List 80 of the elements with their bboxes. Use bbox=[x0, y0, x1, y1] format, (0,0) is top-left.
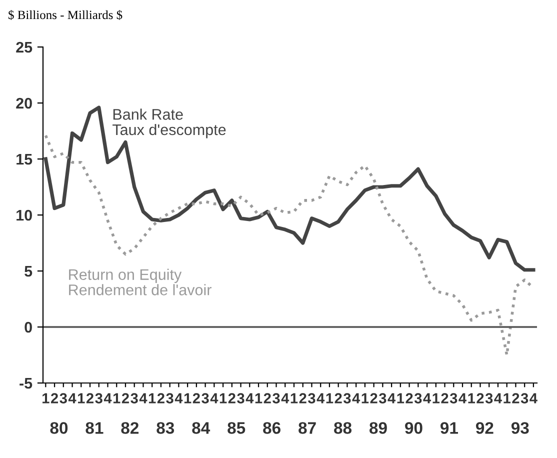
x-tick-label: 1 bbox=[397, 393, 404, 404]
x-tick-label: 1 bbox=[220, 393, 227, 404]
x-tick-label: 2 bbox=[264, 393, 271, 404]
text: 85 bbox=[228, 422, 246, 434]
x-tick-label: 1 bbox=[432, 393, 440, 404]
text: 91 bbox=[440, 422, 458, 434]
x-tick-label: 3 bbox=[237, 393, 244, 404]
x-tick-label: 1 bbox=[504, 393, 510, 404]
x-tick-label: 4 bbox=[494, 393, 502, 404]
x-tick-label: 2 bbox=[157, 393, 164, 404]
y-tick-label: 20 bbox=[16, 98, 32, 109]
x-tick-label: 3 bbox=[520, 393, 528, 404]
x-tick-label: 3 bbox=[166, 393, 174, 404]
x-tick-label: 1 bbox=[148, 393, 156, 404]
chart-title: $ Billions - Milliards $ bbox=[8, 10, 122, 20]
text: 86 bbox=[263, 422, 280, 434]
text: 81 bbox=[86, 422, 104, 434]
x-tick-label: 1 bbox=[42, 393, 50, 404]
x-tick-label: 2 bbox=[406, 393, 413, 404]
x-tick-label: 3 bbox=[450, 393, 458, 404]
x-tick-label: 2 bbox=[122, 393, 129, 404]
x-tick-label: 4 bbox=[174, 393, 183, 404]
x-tick-label: 2 bbox=[228, 393, 236, 404]
x-tick-label: 2 bbox=[299, 393, 306, 404]
text: 84 bbox=[192, 422, 210, 434]
y-tick-label: 25 bbox=[16, 42, 32, 53]
series-label: Bank Rate Taux d'escompte bbox=[112, 108, 226, 138]
x-tick-label: 4 bbox=[281, 393, 290, 404]
x-tick-label: 3 bbox=[95, 393, 102, 404]
x-tick-label: 2 bbox=[86, 393, 94, 404]
text: 82 bbox=[121, 422, 139, 434]
text: 80 bbox=[50, 422, 68, 434]
x-tick-label: 3 bbox=[202, 393, 209, 404]
text: Return on Equity Rendement de l'avoir bbox=[69, 268, 212, 296]
x-tick-label: 1 bbox=[78, 393, 85, 404]
x-tick-label: 2 bbox=[50, 393, 58, 404]
x-tick-label: 4 bbox=[210, 393, 218, 404]
x-tick-label: 3 bbox=[414, 393, 422, 404]
x-tick-label: 4 bbox=[316, 393, 325, 404]
x-tick-label: 4 bbox=[388, 393, 396, 404]
x-tick-label: 4 bbox=[246, 393, 254, 404]
x-tick-label: 4 bbox=[530, 393, 538, 404]
x-tick-label: 2 bbox=[441, 393, 448, 404]
x-tick-label: 4 bbox=[139, 393, 148, 404]
x-tick-label: 4 bbox=[423, 393, 432, 404]
x-tick-label: 4 bbox=[352, 393, 360, 404]
x-tick-label: 2 bbox=[334, 393, 342, 404]
x-tick-label: 4 bbox=[458, 393, 466, 404]
x-tick-label: 3 bbox=[308, 393, 316, 404]
x-tick-label: 1 bbox=[113, 393, 120, 404]
text: 88 bbox=[334, 422, 352, 434]
x-tick-label: 2 bbox=[192, 393, 200, 404]
x-tick-label: 3 bbox=[378, 393, 386, 404]
text: 90 bbox=[405, 422, 422, 434]
x-tick-label: 1 bbox=[290, 393, 298, 404]
x-tick-label: 3 bbox=[485, 393, 493, 404]
x-tick-label: 3 bbox=[272, 393, 280, 404]
text: 87 bbox=[298, 422, 316, 434]
x-tick-label: 1 bbox=[326, 393, 334, 404]
y-tick-label: 5 bbox=[24, 266, 32, 277]
x-tick-label: 2 bbox=[476, 393, 484, 404]
x-tick-label: 2 bbox=[370, 393, 378, 404]
x-tick-label: 1 bbox=[362, 393, 369, 404]
x-tick-label: 3 bbox=[343, 393, 351, 404]
x-tick-label: 3 bbox=[60, 393, 67, 404]
y-tick-label: -5 bbox=[20, 378, 32, 389]
text: 89 bbox=[370, 422, 387, 434]
x-tick-label: 1 bbox=[468, 393, 476, 404]
text: 83 bbox=[156, 422, 174, 434]
x-tick-label: 1 bbox=[255, 393, 262, 404]
y-tick-label: 10 bbox=[16, 210, 32, 221]
x-tick-label: 1 bbox=[184, 393, 192, 404]
y-tick-label: 0 bbox=[24, 322, 32, 333]
text: 92 bbox=[476, 422, 494, 434]
x-tick-label: 4 bbox=[68, 393, 76, 404]
x-tick-label: 4 bbox=[104, 393, 112, 404]
x-tick-label: 2 bbox=[512, 393, 520, 404]
y-tick-label: 15 bbox=[16, 154, 32, 165]
text: 93 bbox=[511, 422, 529, 434]
x-tick-label: 3 bbox=[130, 393, 138, 404]
